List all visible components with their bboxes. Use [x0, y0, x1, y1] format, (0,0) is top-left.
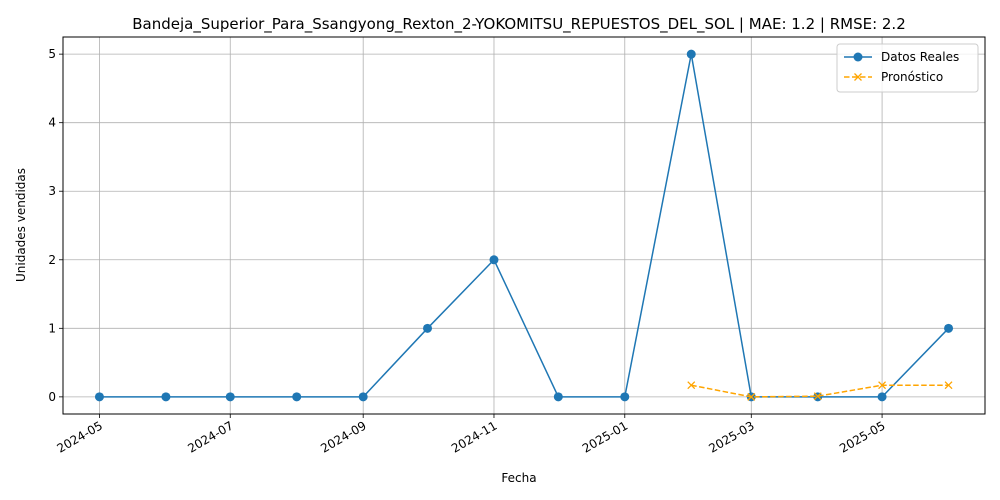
x-tick-label: 2024-05 — [55, 418, 105, 455]
y-tick-label: 4 — [48, 116, 56, 130]
series-layer — [94, 49, 954, 402]
legend-label-datos-reales: Datos Reales — [881, 50, 959, 64]
data-point-pronostico — [687, 381, 696, 390]
x-tick-label: 2025-03 — [706, 418, 756, 455]
chart-title: Bandeja_Superior_Para_Ssangyong_Rexton_2… — [132, 15, 906, 34]
data-point-datos-reales — [161, 392, 171, 402]
x-tick-label: 2025-05 — [837, 418, 887, 455]
data-point-datos-reales — [553, 392, 563, 402]
x-tick-label: 2024-11 — [449, 418, 499, 455]
plot-frame — [62, 36, 986, 415]
y-axis-ticks: 0 1 2 3 4 5 — [48, 47, 63, 404]
grid — [63, 37, 985, 414]
data-point-datos-reales — [292, 392, 302, 402]
series-line-datos-reales — [99, 53, 950, 398]
legend-marker-pronostico — [854, 73, 862, 81]
x-axis-label: Fecha — [501, 471, 536, 485]
data-point-datos-reales — [620, 392, 630, 402]
y-tick-label: 3 — [48, 184, 56, 198]
x-axis-ticks: 2024-05 2024-07 2024-09 2024-11 2025-01 2025-… — [55, 414, 888, 456]
legend-label-pronostico: Pronóstico — [881, 70, 943, 84]
legend: Datos Reales Pronóstico — [836, 43, 979, 93]
data-point-datos-reales — [489, 255, 499, 265]
x-tick-label: 2024-07 — [185, 418, 235, 455]
data-point-datos-reales — [358, 392, 368, 402]
x-tick-label: 2025-01 — [580, 418, 630, 455]
series-datos-reales — [94, 49, 954, 402]
series-pronostico — [687, 381, 953, 401]
legend-box — [836, 43, 979, 93]
data-point-datos-reales — [686, 49, 696, 59]
data-point-pronostico — [878, 381, 887, 390]
series-line-pronostico — [691, 384, 949, 398]
data-point-datos-reales — [94, 392, 104, 402]
y-axis-label: Unidades vendidas — [14, 168, 28, 282]
y-tick-label: 1 — [48, 321, 56, 335]
data-point-pronostico — [747, 392, 756, 401]
x-tick-label: 2024-09 — [318, 418, 368, 455]
data-point-datos-reales — [225, 392, 235, 402]
data-point-datos-reales — [944, 323, 954, 333]
data-point-datos-reales — [423, 323, 433, 333]
data-point-pronostico — [813, 392, 822, 401]
legend-marker-datos-reales — [853, 52, 863, 62]
data-point-pronostico — [944, 381, 953, 390]
data-point-datos-reales — [877, 392, 887, 402]
y-tick-label: 5 — [48, 47, 56, 61]
y-tick-label: 0 — [48, 390, 56, 404]
y-tick-label: 2 — [48, 253, 56, 267]
